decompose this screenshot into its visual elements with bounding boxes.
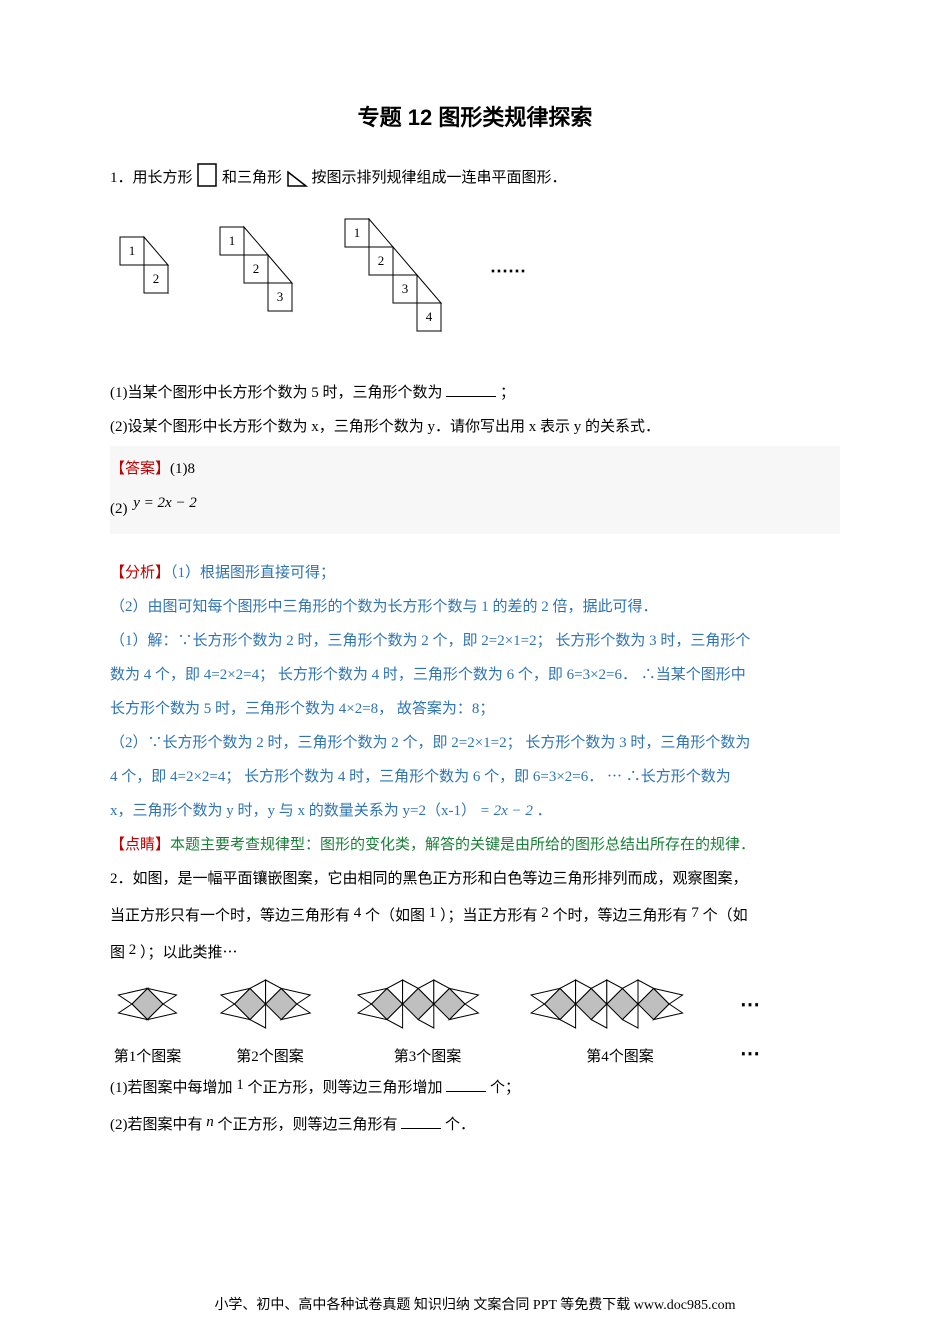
q2-sub1-end: 个； [490,1080,520,1096]
answer-block-1: 【答案】(1)8 (2) y = 2x − 2 [110,446,840,534]
q2-num4: 4 [354,905,362,921]
q1-sub1-text: (1)当某个图形中长方形个数为 5 时，三角形个数为 [110,385,446,401]
triangle-icon [286,169,308,199]
q2-sub1: (1)若图案中每增加 1 个正方形，则等边三角形增加 个； [110,1070,840,1103]
q2-c-pre: 图 [110,945,125,961]
page-footer: 小学、初中、高中各种试卷真题 知识归纳 文案合同 PPT 等免费下载 www.d… [0,1294,950,1314]
analysis-a2: （2）由图可知每个图形中三角形的个数为长方形个数与 1 的差的 2 倍，据此可得… [110,592,840,622]
fig2-item-2: 第2个图案 [215,976,325,1066]
fig2-item-3: 第3个图案 [355,976,500,1066]
answer-1-formula: y = 2x − 2 [133,495,197,511]
q2-stem-c: 图 2 ）；以此类推⋯ [110,935,840,968]
fig2-label-3: 第3个图案 [355,1045,500,1066]
answer-label: 【答案】 [110,461,170,477]
q2-b-mid2: ）；当正方形有 [440,908,538,924]
q1-pattern-svg: 1 2 1 2 3 1 [110,217,670,347]
q2-sub2-pre: (2)若图案中有 [110,1117,203,1133]
sol1-c: 长方形个数为 5 时，三角形个数为 4×2=8， 故答案为：8； [110,694,840,724]
fig2-ellipsis: ⋯ ⋯ [740,977,760,1066]
q1-sub2: (2)设某个图形中长方形个数为 x，三角形个数为 y．请你写出用 x 表示 y … [110,412,840,442]
svg-text:1: 1 [129,243,136,258]
fig2-label-2: 第2个图案 [215,1045,325,1066]
q1-sub1: (1)当某个图形中长方形个数为 5 时，三角形个数为 ； [110,378,840,408]
blank-field [401,1114,441,1129]
sol2-b: 4 个，即 4=2×2=4； 长方形个数为 4 时，三角形个数为 6 个，即 6… [110,762,840,792]
svg-text:1: 1 [354,225,361,240]
fig2-item-4: 第4个图案 [530,976,710,1066]
pointing-label: 【点睛】 [110,837,170,853]
fig2-ellipsis-top: ⋯ [740,977,760,1033]
q2-c-end: ）；以此类推⋯ [140,945,238,961]
svg-text:3: 3 [402,281,409,296]
q2-sub1-n1: 1 [236,1077,244,1093]
q2-sub1-mid: 个正方形，则等边三角形增加 [248,1080,443,1096]
sol2-a: （2）∵长方形个数为 2 时，三角形个数为 2 个，即 2=2×1=2； 长方形… [110,728,840,758]
analysis-label: 【分析】 [110,565,170,581]
svg-text:2: 2 [153,271,160,286]
fig2-label-4: 第4个图案 [530,1045,710,1066]
fig2-ellipsis-bottom: ⋯ [740,1041,760,1066]
q2-sub2-n: n [206,1114,214,1130]
sol1-b: 数为 4 个，即 4=2×2=4； 长方形个数为 4 时，三角形个数为 6 个，… [110,660,840,690]
q2-sub2: (2)若图案中有 n 个正方形，则等边三角形有 个． [110,1107,840,1140]
fig2-label-1: 第1个图案 [110,1045,185,1066]
blank-field [446,382,496,397]
sol2-c-pre: x，三角形个数为 y 时，y 与 x 的数量关系为 y=2（x-1） [110,803,476,819]
svg-text:4: 4 [426,309,433,324]
q1-stem: 1．用长方形 和三角形 按图示排列规律组成一连串平面图形． [110,162,840,199]
q2-num2b: 2 [129,942,137,958]
svg-text:1: 1 [229,233,236,248]
answer-1-line2-prefix: (2) [110,501,128,517]
answer-1-line1: (1)8 [170,461,195,477]
q2-sub2-mid: 个正方形，则等边三角形有 [218,1117,398,1133]
q2-b-pre: 当正方形只有一个时，等边三角形有 [110,908,350,924]
blank-field [446,1077,486,1092]
q1-stem-mid: 和三角形 [222,170,282,186]
svg-text:3: 3 [277,289,284,304]
svg-text:⋯⋯: ⋯⋯ [490,261,526,281]
q2-stem-a: 2．如图，是一幅平面镶嵌图案，它由相同的黑色正方形和白色等边三角形排列而成，观察… [110,864,840,894]
q2-num7: 7 [691,905,699,921]
q1-stem-prefix: 1．用长方形 [110,170,193,186]
analysis-a1: （1）根据图形直接可得； [170,565,335,581]
q2-num2: 2 [541,905,549,921]
svg-text:2: 2 [378,253,385,268]
svg-text:2: 2 [253,261,260,276]
q2-sub1-pre: (1)若图案中每增加 [110,1080,233,1096]
q2-sub2-end: 个． [445,1117,475,1133]
page-title: 专题 12 图形类规律探索 [110,100,840,132]
pointing-text: 本题主要考查规律型：图形的变化类，解答的关键是由所给的图形总结出所存在的规律． [170,837,755,853]
q2-figures: 第1个图案 第2个图案 [110,976,840,1066]
page: 专题 12 图形类规律探索 1．用长方形 和三角形 按图示排列规律组成一连串平面… [0,0,950,1344]
q1-figures: 1 2 1 2 3 1 [110,217,840,352]
q2-stem-b: 当正方形只有一个时，等边三角形有 4 个（如图 1 ）；当正方形有 2 个时，等… [110,898,840,931]
q2-b-mid3: 个时，等边三角形有 [553,908,688,924]
sol2-c-eq: = 2x − 2 [480,803,533,819]
sol2-c-post: ． [537,803,552,819]
q2-b-end: 个（如 [703,908,748,924]
fig2-item-1: 第1个图案 [110,976,185,1066]
q2-b-mid: 个（如图 [365,908,425,924]
sol1-a: （1）解：∵长方形个数为 2 时，三角形个数为 2 个，即 2=2×1=2； 长… [110,626,840,656]
q1-sub1-suffix: ； [500,385,515,401]
rectangle-icon [196,162,218,199]
q2-num1a: 1 [429,905,437,921]
q1-stem-suffix: 按图示排列规律组成一连串平面图形． [312,170,567,186]
